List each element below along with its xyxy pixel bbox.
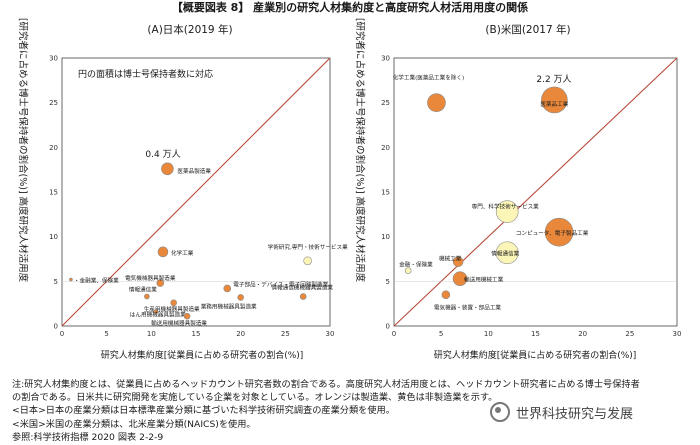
data-point-label: 輸送用機械器具製造業 <box>151 319 207 327</box>
chart-japan-ticks: 0 5 10 15 20 25 30 0 5 10 15 20 25 30 <box>49 55 334 339</box>
data-point <box>441 290 451 300</box>
data-point-label: 情報通信業 <box>491 250 519 258</box>
chart-japan-x-axis-label: 研究人材集約度[従業員に占める研究者の割合(%)] <box>101 349 304 361</box>
chart-us-size-annotation: 2.2 万人 <box>536 74 571 85</box>
chart-us-subtitle: (B)米国(2017 年) <box>485 23 570 36</box>
figure-title: 【概要図表 8】 産業別の研究人材集約度と高度研究人材活用用度の関係 <box>172 0 528 14</box>
data-point-label: コンピュータ、電子製品工業 <box>516 229 589 237</box>
data-point-label: 専門、科学技術サービス業 <box>472 203 540 211</box>
data-point <box>69 277 73 282</box>
data-point <box>427 93 446 112</box>
data-point <box>452 271 468 286</box>
chart-us-ticks: 0 5 10 15 20 25 30 0 5 10 15 20 25 30 <box>381 55 681 339</box>
footnote-line: 参照:科学技術指標 2020 図表 2-2-9 <box>12 431 164 443</box>
chart-japan-inset-note: 円の面積は博士号保持者数に対応 <box>78 68 213 80</box>
y-tick-label: 0 <box>386 323 390 331</box>
chart-us: (B)米国(2017 年) 0 5 10 15 20 25 30 0 5 10 15 20 25 30 医… <box>354 18 681 361</box>
x-tick-label: 0 <box>392 330 396 338</box>
chart-japan-size-annotation: 0.4 万人 <box>145 149 180 160</box>
footnotes: 注:研究人材集約度とは、従業員に占めるヘッドカウント研究者数の割合である。高度研… <box>12 378 700 444</box>
footnote-line: の割合である。日米共に研究開発を実施している企業を対象としている。オレンジは製造… <box>12 392 498 404</box>
data-point <box>303 256 312 266</box>
chart-japan-subtitle: (A)日本(2019 年) <box>147 23 232 36</box>
y-tick-label: 20 <box>49 144 58 152</box>
chart-japan: (A)日本(2019 年) 0 5 10 15 20 25 30 0 5 10 15 20 25 30 医… <box>17 18 348 361</box>
data-point-label: 医薬品工業 <box>540 100 568 108</box>
data-point-label: 電子部品・デバイス・電子回路製造業 <box>233 280 328 288</box>
data-point <box>495 241 519 265</box>
data-point-label: 化学工業(医薬品工業を除く) <box>393 74 465 82</box>
x-tick-label: 0 <box>60 330 64 338</box>
data-point <box>495 200 519 223</box>
y-tick-label: 30 <box>381 55 390 63</box>
wechat-account-icon <box>490 402 510 422</box>
y-tick-label: 0 <box>54 323 58 331</box>
data-point <box>404 267 412 274</box>
x-tick-label: 30 <box>326 330 335 338</box>
chart-us-x-axis-label: 研究人材集約度[従業員に占める研究者の割合(%)] <box>434 349 637 361</box>
data-point <box>544 217 574 247</box>
data-point <box>170 299 177 307</box>
data-point-label: 化学工業 <box>171 249 194 257</box>
data-point-label: 輸送用機械工業 <box>464 276 504 284</box>
data-point <box>157 246 169 258</box>
x-tick-label: 20 <box>236 330 245 338</box>
data-point-label: 情報通信業 <box>129 286 157 294</box>
y-tick-label: 25 <box>49 99 58 107</box>
x-tick-label: 5 <box>439 330 443 338</box>
data-point <box>237 294 244 301</box>
y-tick-label: 10 <box>49 233 58 241</box>
x-tick-label: 15 <box>192 330 201 338</box>
data-point-label: 電気機器・装置・部品工業 <box>434 304 502 312</box>
data-point-label: 金融・保険業 <box>399 261 433 269</box>
data-point <box>183 312 191 320</box>
data-point-label: 情報通信機械器具製造業 <box>271 284 333 292</box>
chart-us-y-axis-label: [研究者に占める博士号保持者の割合(%)] 高度研究人材活用度 <box>354 18 366 283</box>
y-tick-label: 5 <box>54 278 58 286</box>
y-tick-label: 15 <box>381 189 390 197</box>
x-tick-label: 10 <box>147 330 156 338</box>
data-point <box>161 162 174 176</box>
data-point-label: 電気機械器具製造業 <box>125 274 176 282</box>
data-point-label: はん用機械器具製造業 <box>130 311 186 319</box>
data-point-label: 学術研究,専門・技術サービス業 <box>268 243 348 251</box>
data-point <box>299 293 307 300</box>
x-tick-label: 10 <box>484 330 493 338</box>
data-point <box>452 256 464 267</box>
chart-japan-y-axis-label: [研究者に占める博士号保持者の割合(%)] 高度研究人材活用度 <box>17 18 29 283</box>
data-point <box>156 279 165 287</box>
footnote-line: <米国>米国の産業分類は、北米産業分類(NAICS)を使用。 <box>12 418 256 430</box>
data-point <box>541 86 568 114</box>
x-tick-label: 25 <box>281 330 290 338</box>
y-tick-label: 20 <box>381 144 390 152</box>
y-tick-label: 30 <box>49 55 58 63</box>
watermark-text: 世界科技研究与发展 <box>516 406 634 422</box>
data-point-label: 生産用機械器具製造業 <box>144 305 200 313</box>
footnote-line: <日本>日本の産業分類は日本標準産業分類に基づいた科学技術研究調査の産業分類を使… <box>12 405 395 417</box>
chart-us-points: 医薬品工業 化学工業(医薬品工業を除く) 専門、科学技術サービス業コンピュータ、電子… <box>393 74 589 312</box>
y-tick-label: 5 <box>386 278 390 286</box>
data-point <box>153 309 159 315</box>
x-tick-label: 5 <box>104 330 108 338</box>
x-tick-label: 30 <box>673 330 682 338</box>
data-point-label: 業務用機械器具製造業 <box>201 302 257 310</box>
data-point-label: 機械工業 <box>439 255 462 263</box>
y-tick-label: 25 <box>381 99 390 107</box>
x-tick-label: 15 <box>531 330 540 338</box>
footnote-line: 注:研究人材集約度とは、従業員に占めるヘッドカウント研究者数の割合である。高度研… <box>12 379 640 390</box>
watermark: 世界科技研究与发展 <box>490 402 633 422</box>
x-tick-label: 20 <box>578 330 587 338</box>
data-point <box>223 284 232 293</box>
y-tick-label: 15 <box>49 189 58 197</box>
y-tick-label: 10 <box>381 233 390 241</box>
data-point-label: 医薬品製造業 <box>177 167 211 175</box>
data-point-label: ・金融業、保険業 <box>74 277 119 285</box>
x-tick-label: 25 <box>625 330 634 338</box>
data-point <box>144 293 150 300</box>
